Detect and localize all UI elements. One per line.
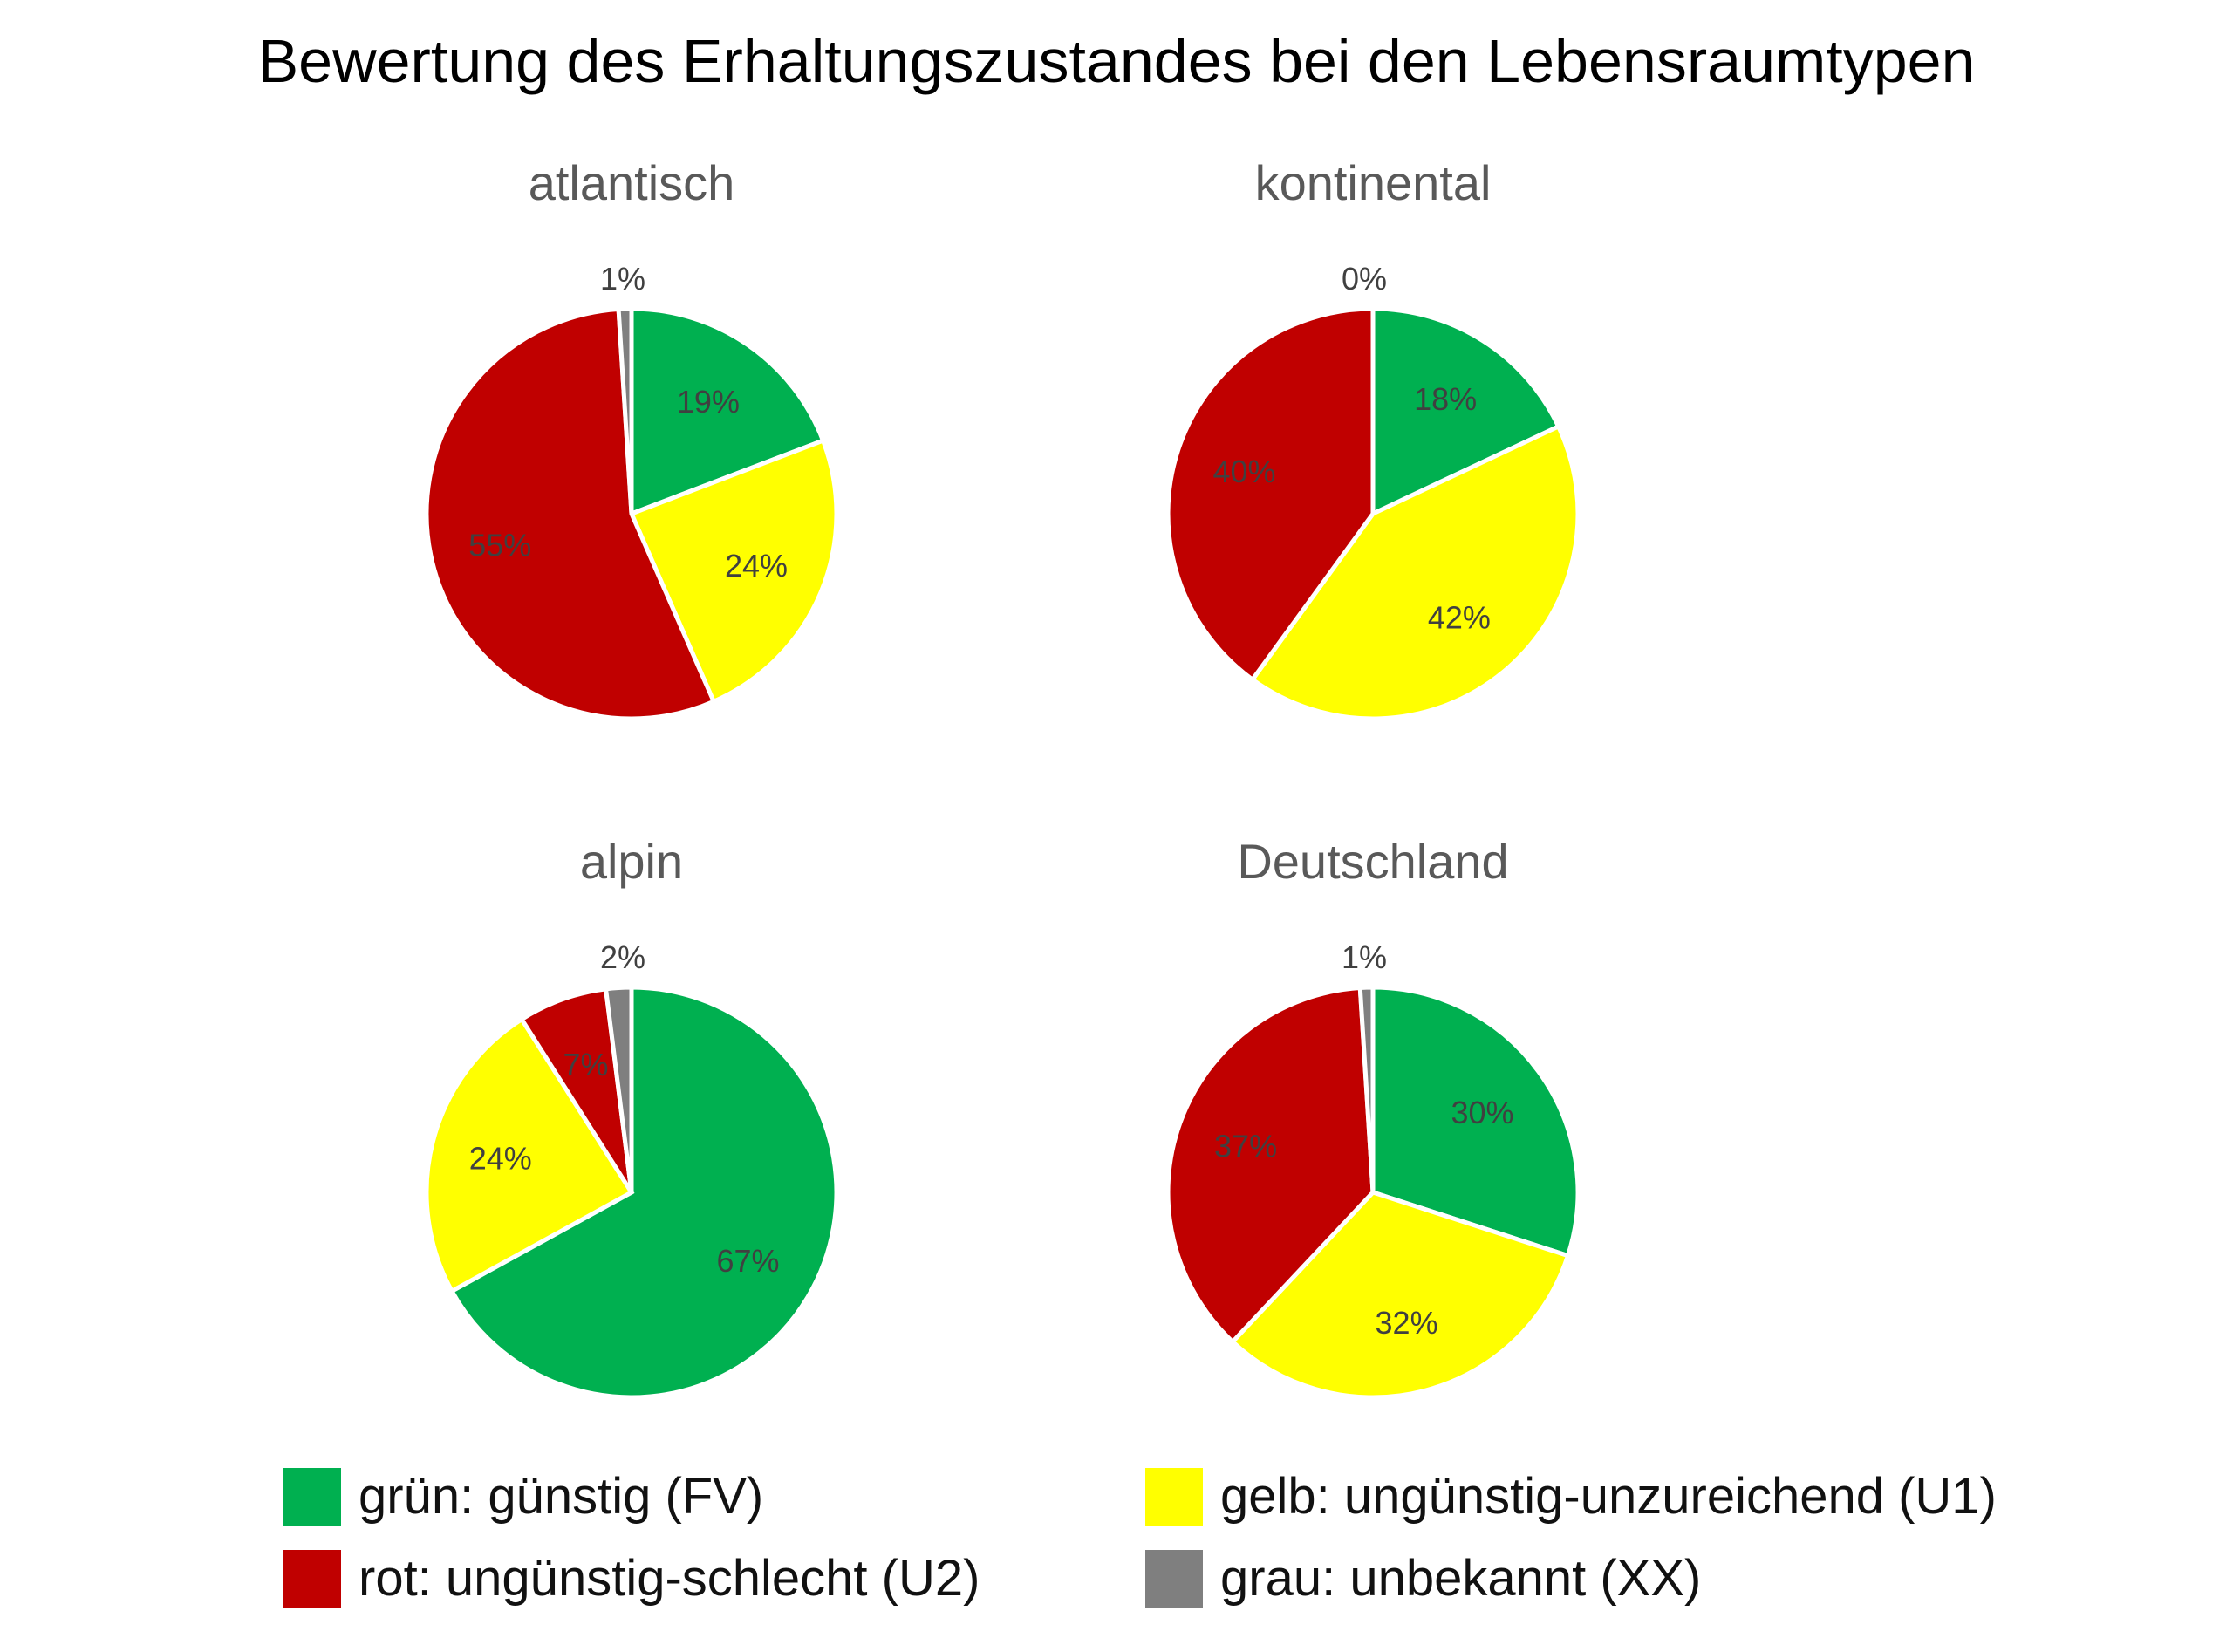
data-label-red: 40% — [1212, 454, 1275, 489]
legend-item-grey: grau: unbekannt (XX) — [1145, 1549, 1701, 1608]
pie-deutschland: Deutschland 30% 32% 37% 1% — [1165, 834, 1581, 1400]
legend-label: grün: günstig (FV) — [359, 1468, 764, 1525]
pie-title: alpin — [580, 834, 683, 889]
legend-item-green: grün: günstig (FV) — [283, 1467, 763, 1526]
pie-alpin: alpin 67% 24% 7% 2% — [424, 834, 839, 1400]
data-label-yellow: 24% — [469, 1140, 532, 1176]
pie-slice-green — [1370, 306, 1561, 517]
data-label-green: 30% — [1451, 1095, 1513, 1130]
legend-item-yellow: gelb: ungünstig-unzureichend (U1) — [1145, 1467, 1997, 1526]
data-label-red: 37% — [1214, 1128, 1277, 1164]
pie-title: Deutschland — [1237, 834, 1508, 889]
chart-title: Bewertung des Erhaltungszustandes bei de… — [257, 27, 1976, 95]
legend-label: grau: unbekannt (XX) — [1220, 1550, 1702, 1607]
data-label-yellow: 32% — [1376, 1305, 1438, 1341]
data-label-red: 7% — [563, 1047, 608, 1082]
pie-title: kontinental — [1255, 155, 1492, 210]
pie-slice-grey — [603, 985, 634, 1193]
legend-swatch-yellow — [1145, 1467, 1203, 1526]
data-label-grey: 1% — [1342, 939, 1387, 975]
pie-slice-yellow — [1249, 423, 1581, 721]
legend-label: rot: ungünstig-schlecht (U2) — [359, 1550, 980, 1607]
data-label-red: 55% — [468, 528, 531, 563]
pie-title: atlantisch — [529, 155, 735, 210]
pie-slice-green — [448, 985, 839, 1400]
pie-slice-green — [629, 306, 826, 517]
data-label-grey: 0% — [1342, 261, 1387, 297]
pie-slice-red — [1165, 306, 1376, 683]
data-label-green: 19% — [677, 384, 740, 420]
data-label-green: 18% — [1414, 381, 1477, 417]
data-label-grey: 1% — [600, 261, 645, 297]
pie-slice-yellow — [1229, 1190, 1571, 1400]
legend-swatch-grey — [1145, 1549, 1203, 1608]
pie-slice-grey — [1357, 985, 1376, 1193]
pie-slice-green — [1370, 985, 1581, 1259]
data-label-yellow: 42% — [1428, 600, 1491, 636]
pie-slice-yellow — [628, 437, 839, 705]
legend-item-red: rot: ungünstig-schlecht (U2) — [283, 1549, 980, 1608]
pie-atlantisch: atlantisch 19% 24% 55% 1% — [424, 155, 839, 721]
data-label-yellow: 24% — [725, 548, 788, 584]
legend-swatch-red — [283, 1549, 341, 1608]
data-label-grey: 2% — [600, 939, 645, 975]
pie-slice-red — [424, 306, 717, 721]
legend-swatch-green — [283, 1467, 341, 1526]
legend-label: gelb: ungünstig-unzureichend (U1) — [1220, 1468, 1997, 1525]
pie-slice-yellow — [424, 1016, 635, 1294]
pie-kontinental: kontinental 18% 42% 40% 0% — [1165, 155, 1581, 721]
data-label-green: 67% — [716, 1243, 779, 1279]
pie-slice-red — [1165, 985, 1376, 1345]
pie-slice-grey — [616, 306, 634, 515]
